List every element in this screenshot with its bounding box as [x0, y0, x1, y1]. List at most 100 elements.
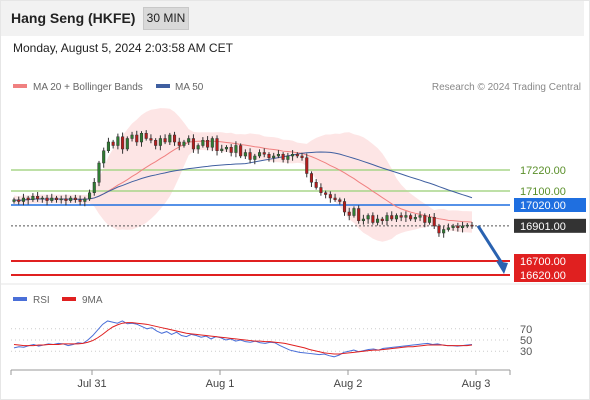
candle: [366, 213, 370, 224]
support-1-label-box: [514, 254, 586, 268]
candle: [210, 136, 214, 152]
candles-layer: [12, 130, 474, 238]
rsi-tick-label: 70: [520, 324, 532, 336]
copyright-label: Research © 2024 Trading Central: [432, 82, 581, 93]
current-price-label-box: [514, 218, 586, 233]
x-tick-label: Aug 3: [462, 378, 491, 390]
candle: [201, 137, 205, 148]
candle: [456, 222, 460, 232]
x-tick-label: Aug 2: [334, 378, 363, 390]
candle: [432, 213, 436, 229]
resistance-1-label: 17220.00: [520, 165, 566, 177]
candle: [149, 134, 153, 144]
current-price-label-text: 16901.00: [520, 221, 566, 233]
support-2-label-box: [514, 268, 586, 282]
rsi-ma-legend-label: 9MA: [82, 295, 103, 306]
rsi-tick-label: 50: [520, 335, 532, 347]
candle: [257, 149, 262, 159]
candle: [163, 134, 167, 145]
candle: [319, 183, 323, 196]
candle: [36, 192, 40, 202]
candle: [92, 178, 96, 196]
candle: [295, 152, 299, 159]
candle: [309, 171, 313, 187]
candle: [446, 223, 450, 232]
candle: [347, 207, 351, 221]
candle: [380, 216, 384, 225]
candle: [300, 152, 304, 161]
candle: [376, 214, 380, 226]
candle: [97, 160, 101, 187]
candle: [328, 191, 332, 203]
candle: [102, 147, 106, 168]
candle: [154, 138, 158, 150]
candle: [168, 132, 172, 145]
ma50-legend-swatch: [156, 84, 170, 88]
x-axis-labels: Jul 31 Aug 1 Aug 2 Aug 3: [10, 370, 511, 390]
candle: [418, 211, 422, 222]
candle: [234, 141, 238, 158]
candle: [465, 223, 469, 229]
candle: [139, 131, 144, 147]
candle: [404, 211, 408, 222]
candle: [40, 195, 44, 203]
rsi-tick-label: 30: [520, 346, 532, 358]
candle: [291, 150, 295, 161]
x-tick-label: Jul 31: [77, 378, 106, 390]
candle: [423, 213, 427, 228]
candle: [361, 214, 365, 225]
level-labels-layer: 17220.00 17100.00 17020.00 16901.00 16700.00…: [514, 165, 586, 282]
candle: [31, 193, 35, 202]
candle: [130, 131, 134, 142]
candle: [262, 148, 266, 158]
candle: [182, 139, 186, 148]
support-2-label: 16620.00: [514, 268, 586, 282]
candle: [173, 131, 177, 146]
candle: [88, 189, 92, 201]
candle: [50, 193, 54, 203]
ma50-legend-label: MA 50: [175, 82, 204, 93]
candle: [272, 152, 276, 163]
candle: [83, 196, 87, 207]
candle: [409, 213, 413, 222]
candle: [314, 179, 318, 190]
candle: [121, 132, 125, 154]
candle: [54, 195, 59, 203]
rsi-ma-line: [13, 322, 473, 355]
candle: [73, 194, 77, 203]
candle: [21, 193, 25, 206]
pivot-label-text: 17020.00: [520, 200, 566, 212]
candle: [12, 197, 16, 204]
candle: [248, 148, 252, 164]
timeframe-button[interactable]: 30 MIN: [143, 7, 189, 30]
support-1-label-text: 16700.00: [520, 256, 566, 268]
candle: [196, 143, 200, 154]
candle: [385, 212, 389, 226]
candle: [215, 135, 219, 156]
candle: [106, 137, 110, 153]
candle: [187, 135, 191, 145]
candle: [342, 198, 347, 216]
support-2-label-text: 16620.00: [520, 270, 566, 282]
candle: [144, 130, 148, 141]
candle: [276, 150, 280, 159]
resistance-2-label-text: 17100.00: [520, 186, 566, 198]
candle: [470, 221, 474, 229]
rsi-legend-swatch: [13, 297, 27, 301]
candle: [26, 195, 30, 205]
rsi-ma-legend-swatch: [62, 297, 76, 301]
candle: [333, 193, 337, 202]
candle: [399, 212, 403, 222]
candle: [59, 195, 63, 204]
candle: [305, 153, 309, 178]
candle: [253, 153, 257, 165]
candle: [111, 139, 115, 149]
candle: [177, 137, 181, 151]
chart-header: Hang Seng (HKFE) 30 MIN: [0, 0, 584, 36]
candle: [461, 221, 465, 233]
ma20-legend-label: MA 20 + Bollinger Bands: [33, 82, 143, 93]
pivot-label: 17020.00: [514, 198, 586, 212]
candle: [281, 152, 285, 163]
